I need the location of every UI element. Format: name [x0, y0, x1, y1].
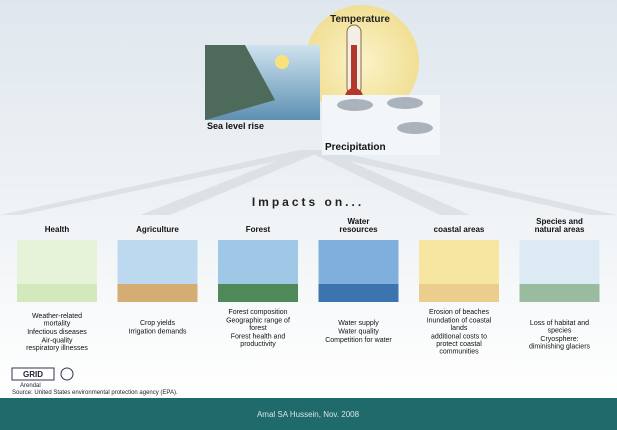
logo-place: Arendal — [20, 383, 41, 389]
impact-item: Competition for water — [325, 337, 392, 344]
column-ground — [17, 284, 97, 302]
precipitation-label: Precipitation — [325, 142, 386, 153]
logo-name: GRID — [23, 370, 43, 379]
column-ground — [319, 284, 399, 302]
slide: Temperature Sea level rise Precipitation… — [0, 0, 617, 430]
footer-text: Amal SA Hussein, Nov. 2008 — [257, 410, 360, 419]
impact-item: Forest composition — [228, 309, 287, 316]
sea-level-label: Sea level rise — [207, 121, 264, 131]
sun — [275, 55, 289, 69]
impact-item: Infectious diseases — [27, 329, 87, 336]
impact-item: Irrigation demands — [129, 329, 187, 336]
impact-item: Crop yields — [140, 320, 176, 327]
column-ground — [520, 284, 600, 302]
column-ground — [419, 284, 499, 302]
impact-item: Erosion of beaches — [429, 309, 489, 316]
source: Source: United States environmental prot… — [12, 390, 178, 396]
impacts-heading: Impacts on... — [252, 195, 364, 209]
column-ground — [218, 284, 298, 302]
impact-item: Water quality — [338, 329, 379, 336]
column-title: coastal areas — [434, 225, 485, 234]
column-title: Forest — [246, 225, 271, 234]
temperature-label: Temperature — [330, 14, 390, 25]
column-title: Agriculture — [136, 225, 179, 234]
impact-item: Water supply — [338, 320, 379, 327]
column-ground — [118, 284, 198, 302]
column-title: Health — [45, 225, 70, 234]
thermometer-mercury — [351, 45, 357, 95]
